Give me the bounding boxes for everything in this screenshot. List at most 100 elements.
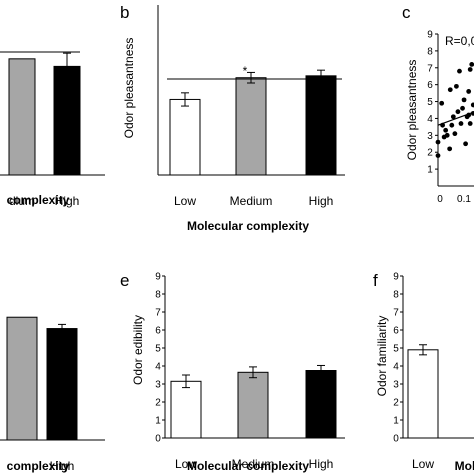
panel-b-bar [305,75,337,176]
panel-d-bar [6,316,38,441]
panel-f-ytick-label: 7 [393,308,399,319]
panel-c-point [470,102,474,108]
panel-c-ytick-label: 5 [427,97,433,108]
panel-c-point [455,109,461,115]
panel-f-ytick-label: 9 [393,272,399,283]
panel-c-point [435,153,441,159]
panel-d-category-label: High [50,459,75,473]
panel-b-bar [235,77,267,176]
panel-c-point [467,67,473,72]
panel-b-category-label: Medium [230,194,273,208]
panel-c-annotation: R=0,0 [445,34,474,48]
panel-c-xtick-label: 0.1 [457,194,471,205]
panel-b-ylabel: Odor pleasantness [122,38,136,139]
panel-d: complexity High [0,316,105,473]
panel-f-ytick-label: 6 [393,326,399,337]
panel-c-ylabel: Odor pleasantness [405,60,419,161]
panel-c-point [447,146,453,152]
panel-c-point [460,105,465,111]
panel-e-ytick-label: 3 [155,380,161,391]
panel-b-category-label: High [309,194,334,208]
panel-c-ytick-label: 4 [427,114,433,125]
panel-c-point [470,110,474,116]
panel-f: f Odor familiarity Mol 9 8 7 6 5 4 3 2 1 0 Low [373,271,474,473]
panel-c-point [452,131,458,137]
panel-e-ytick-label: 5 [155,344,161,355]
panel-a-category-label: dium [9,194,35,208]
panel-e-ytick-label: 8 [155,290,161,301]
panel-a: complexity dium High [0,51,105,208]
panel-a-category-label: High [55,194,80,208]
panel-e-bar [237,371,269,439]
panel-f-ytick-label: 4 [393,362,399,373]
panel-e-bar [170,380,202,439]
panel-e: e Odor edibility Molecular complexity 9 8… [120,271,345,473]
panel-c-point [440,122,445,128]
panel-c-trendline [437,111,474,126]
panel-c-point [449,122,455,128]
panel-b-letter: b [120,3,129,22]
panel-b-significance-label: * [243,64,248,78]
panel-f-ytick-label: 2 [393,398,399,409]
panel-c-ytick-label: 7 [427,63,433,74]
panel-c-point [447,87,453,93]
panel-e-ytick-label: 6 [155,326,161,337]
panel-e-xlabel: Molecular complexity [187,459,309,473]
panel-c-ytick-label: 8 [427,46,433,57]
panel-c-point [466,89,472,94]
panel-e-ylabel: Odor edibility [131,315,145,385]
panel-c: c Odor pleasantness R=0,0 9 8 7 6 5 4 3 2 1 0 0.1 [402,3,474,205]
panel-f-xlabel: Mol [455,459,474,473]
panel-c-point [458,121,464,126]
panel-c-point [467,121,473,126]
panel-e-ytick-label: 9 [155,272,161,283]
panel-c-letter: c [402,3,411,22]
panel-d-bar [46,328,78,441]
panel-c-point [469,62,474,67]
panel-e-ytick-label: 1 [155,416,161,427]
panel-f-ylabel: Odor familiarity [375,316,389,397]
panel-f-ytick-label: 0 [393,434,399,445]
panel-f-ytick-label: 8 [393,290,399,301]
panel-e-category-label: High [309,457,334,471]
panel-e-ytick-label: 7 [155,308,161,319]
panel-c-point [439,100,445,106]
panel-c-point [461,97,467,103]
panel-c-point [444,132,450,138]
panel-b: b Odor pleasantness Molecular complexity… [120,3,345,233]
panel-a-bar [8,58,36,176]
panel-c-ytick-label: 2 [427,148,433,159]
panel-f-ytick-label: 1 [393,416,399,427]
panel-f-letter: f [373,271,378,290]
panel-d-xlabel: complexity [7,459,70,473]
panel-c-point [435,139,441,145]
panel-f-bar [407,349,439,439]
panel-e-ytick-label: 4 [155,362,161,373]
panel-e-category-label: Low [175,457,197,471]
panel-a-xlabel: complexity [7,193,70,207]
panel-e-ytick-label: 2 [155,398,161,409]
panel-b-xlabel: Molecular complexity [187,219,309,233]
panel-c-point [454,83,459,89]
panel-e-category-label: Medium [232,457,275,471]
panel-c-point [466,112,472,118]
panel-b-bar [169,98,201,176]
panel-f-ytick-label: 3 [393,380,399,391]
panel-c-point [450,114,456,120]
panel-c-point [443,127,449,133]
panel-b-category-label: Low [174,194,196,208]
panel-c-ytick-label: 9 [427,30,433,41]
panel-c-ytick-label: 1 [427,165,433,176]
panel-a-bar [53,65,81,176]
panel-c-ytick-label: 3 [427,131,433,142]
panel-f-ytick-label: 5 [393,344,399,355]
panel-f-category-label: Low [412,457,434,471]
panel-c-xtick-label: 0 [437,194,443,205]
panel-c-point [457,68,462,74]
panel-c-point [463,141,468,147]
panel-e-letter: e [120,271,129,290]
panel-e-ytick-label: 0 [155,434,161,445]
panel-e-bar [305,370,337,439]
panel-c-ytick-label: 6 [427,80,433,91]
